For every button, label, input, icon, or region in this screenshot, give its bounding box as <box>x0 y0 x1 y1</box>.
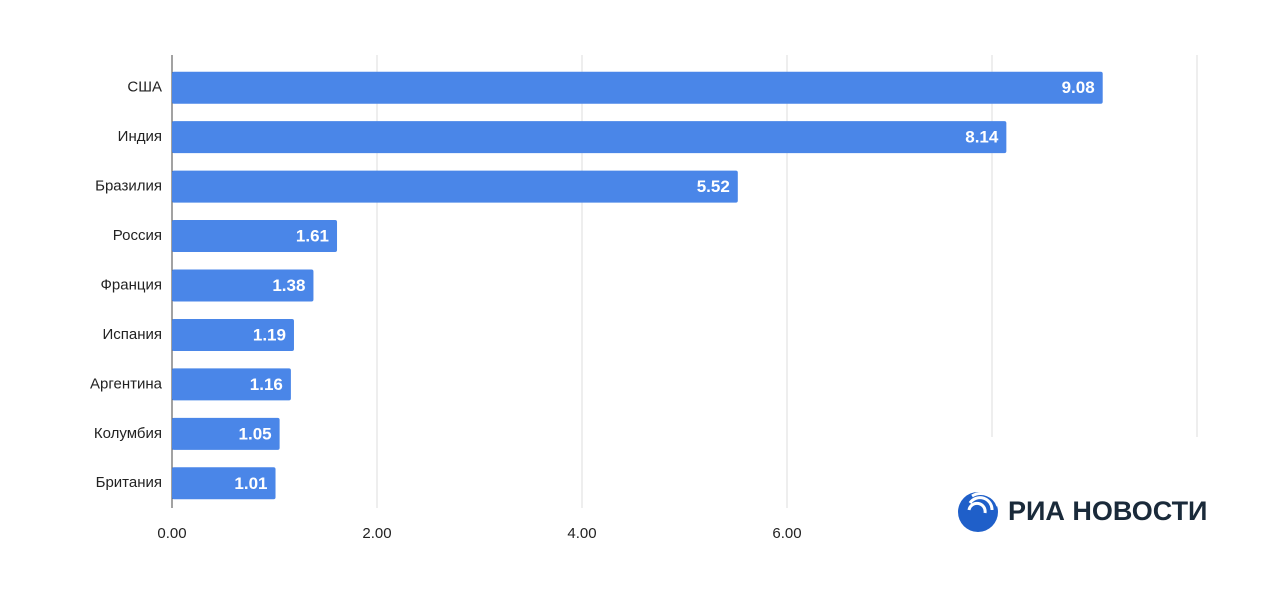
y-tick-label: Франция <box>101 276 162 293</box>
value-label: 1.01 <box>234 474 267 493</box>
bar <box>172 220 338 253</box>
value-label: 1.19 <box>253 325 286 344</box>
value-label: 1.38 <box>272 276 305 295</box>
bar <box>172 121 1007 154</box>
y-tick-label: Британия <box>96 474 162 491</box>
value-label: 8.14 <box>965 128 999 147</box>
x-tick-label: 0.00 <box>157 525 186 542</box>
bar <box>172 368 291 401</box>
bar <box>172 269 314 302</box>
logo: РИА НОВОСТИ <box>958 492 1207 532</box>
bar <box>172 318 294 351</box>
y-tick-label: Колумбия <box>94 425 162 442</box>
logo-waves <box>967 492 1000 514</box>
x-tick-label: 4.00 <box>567 525 596 542</box>
bar <box>172 417 280 450</box>
y-tick-label: США <box>127 79 162 96</box>
value-label: 1.61 <box>296 227 329 246</box>
bar <box>172 467 276 500</box>
x-tick-label: 2.00 <box>362 525 391 542</box>
value-label: 1.05 <box>239 424 272 443</box>
y-tick-label: Россия <box>113 227 162 244</box>
value-label: 5.52 <box>697 177 730 196</box>
logo-text: РИА НОВОСТИ <box>1008 496 1207 526</box>
value-label: 9.08 <box>1062 78 1095 97</box>
y-tick-label: Испания <box>102 326 162 343</box>
y-tick-label: Индия <box>118 128 162 145</box>
bar <box>172 170 738 203</box>
x-tick-label: 6.00 <box>772 525 801 542</box>
bar <box>172 71 1103 104</box>
y-tick-label: Бразилия <box>95 178 162 195</box>
value-label: 1.16 <box>250 375 283 394</box>
y-tick-label: Аргентина <box>90 375 163 392</box>
